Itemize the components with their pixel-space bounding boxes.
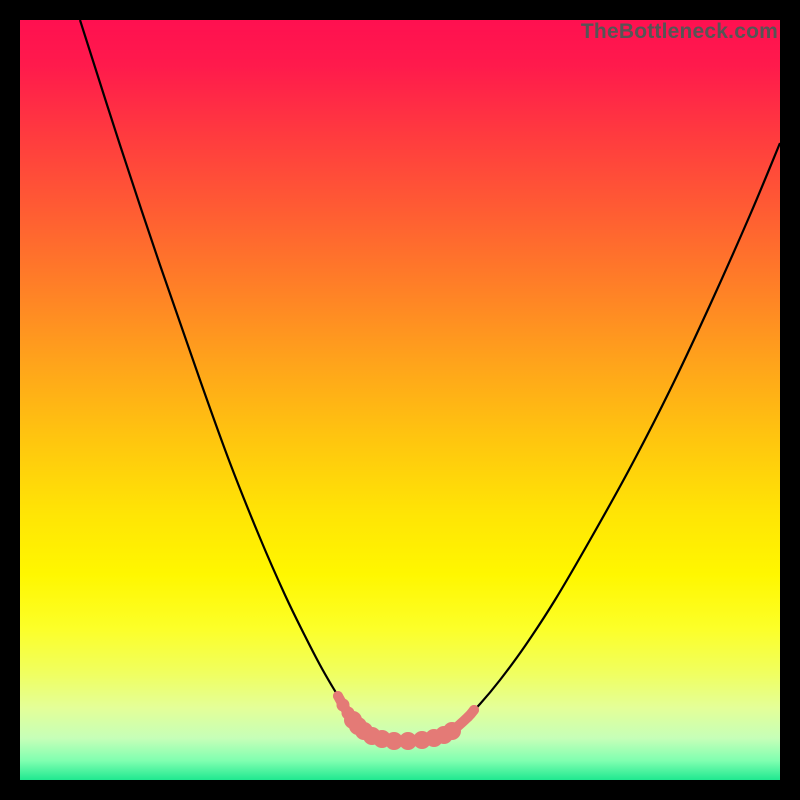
chart-frame: TheBottleneck.com [0,0,800,800]
valley-marker [469,705,479,715]
valley-marker [443,722,461,740]
curve-layer [20,20,780,780]
curve-left-branch [80,20,356,722]
plot-area: TheBottleneck.com [20,20,780,780]
curve-right-branch [452,143,780,730]
